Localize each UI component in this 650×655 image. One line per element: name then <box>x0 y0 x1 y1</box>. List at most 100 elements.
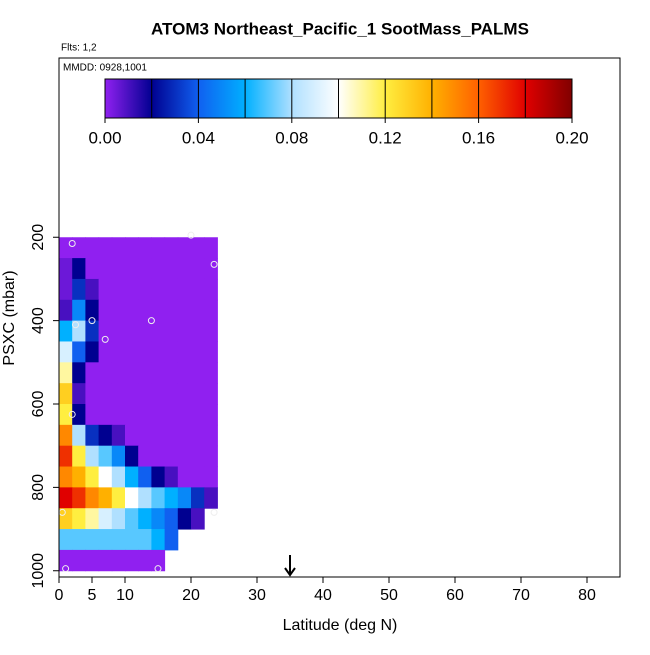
x-tick-label: 50 <box>380 587 398 604</box>
heat-cell <box>191 278 205 301</box>
colorbar-tick-label: 0.16 <box>462 128 495 147</box>
heat-cell <box>138 383 152 405</box>
heat-cell <box>111 383 126 405</box>
heat-cell <box>204 383 218 405</box>
heat-cell <box>85 341 100 363</box>
heat-cell <box>191 466 205 488</box>
heat-cell <box>85 258 100 280</box>
heat-cell <box>191 362 205 384</box>
heat-cell <box>204 445 218 468</box>
heat-cell <box>177 383 192 405</box>
heat-cell <box>151 278 166 301</box>
heat-cell <box>98 549 113 572</box>
heat-cell <box>111 362 126 384</box>
heat-cell <box>138 299 152 322</box>
colorbar-tick-label: 0.04 <box>182 128 215 147</box>
heat-cell <box>204 278 218 301</box>
heat-cell <box>164 278 179 301</box>
heat-cell <box>191 258 205 280</box>
heat-cell <box>177 237 192 259</box>
heat-cell <box>85 383 100 405</box>
heat-cell <box>59 341 73 363</box>
heat-cell <box>151 529 166 551</box>
heat-cell <box>59 362 73 384</box>
heat-cell <box>125 383 139 405</box>
flight-point <box>72 321 79 329</box>
heat-cell <box>59 529 73 551</box>
heat-cell <box>191 487 205 509</box>
heat-cell <box>125 362 139 384</box>
heat-cell <box>191 445 205 468</box>
heat-cell <box>191 237 205 259</box>
heat-cell <box>151 258 166 280</box>
heat-cell <box>59 424 73 447</box>
heat-cell <box>125 341 139 363</box>
heat-cell <box>151 424 166 447</box>
heat-cell <box>204 404 218 426</box>
flight-point <box>147 317 155 325</box>
heat-cell <box>111 508 126 530</box>
heat-cell <box>85 529 100 551</box>
heat-cell <box>111 445 126 468</box>
y-tick-label: 1000 <box>30 553 47 589</box>
heat-cell <box>111 487 126 509</box>
heat-cell <box>72 466 86 488</box>
y-tick-label: 200 <box>30 224 47 251</box>
heat-cell <box>111 529 126 551</box>
colorbar-tick-label: 0.08 <box>275 128 308 147</box>
heat-cell <box>164 529 179 551</box>
heat-cell <box>204 424 218 447</box>
heat-cell <box>72 529 86 551</box>
heat-cell <box>111 549 126 572</box>
colorbar-segment <box>245 79 293 118</box>
heat-cell <box>138 529 152 551</box>
heat-cell <box>85 508 100 530</box>
plot-frame <box>58 57 621 578</box>
heat-cell <box>204 258 218 280</box>
heat-cell <box>125 320 139 342</box>
heat-cell <box>191 320 205 342</box>
flight-point <box>187 231 195 239</box>
heat-cell <box>151 299 166 322</box>
x-tick-label: 70 <box>512 587 530 604</box>
colorbar-segment <box>478 79 526 118</box>
heat-cell <box>125 278 139 301</box>
x-tick-label: 30 <box>248 587 266 604</box>
colorbar-segment <box>431 79 480 118</box>
colorbar-segment <box>291 79 339 118</box>
heat-cell <box>164 320 179 342</box>
heat-cell <box>164 362 179 384</box>
heat-cell <box>191 341 205 363</box>
heat-cell <box>72 362 86 384</box>
x-tick-label: 5 <box>88 587 97 604</box>
heat-cell <box>151 341 166 363</box>
heat-cell <box>125 237 139 259</box>
x-tick-label: 0 <box>55 587 64 604</box>
heat-cell <box>85 320 100 342</box>
heat-cell <box>125 487 139 509</box>
colorbar-segment <box>525 79 573 118</box>
heat-cell <box>98 466 113 488</box>
heat-cell <box>191 508 205 530</box>
heat-cell <box>177 445 192 468</box>
heat-cell <box>98 404 113 426</box>
heat-cell <box>138 258 152 280</box>
heat-cell <box>204 466 218 488</box>
heat-cell <box>164 487 179 509</box>
heat-cell <box>164 258 179 280</box>
flight-point <box>68 410 76 418</box>
heat-cell <box>164 445 179 468</box>
heat-cell <box>177 278 192 301</box>
heat-cell <box>125 466 139 488</box>
heat-cell <box>98 258 113 280</box>
heat-cell <box>151 549 166 572</box>
heat-cell <box>59 258 73 280</box>
heat-cell <box>59 445 73 468</box>
colorbar-tick-label: 0.12 <box>369 128 402 147</box>
heat-cell <box>72 383 86 405</box>
heat-cell <box>164 404 179 426</box>
heat-cell <box>59 549 73 572</box>
heat-cell <box>125 549 139 572</box>
heat-cell <box>85 424 100 447</box>
